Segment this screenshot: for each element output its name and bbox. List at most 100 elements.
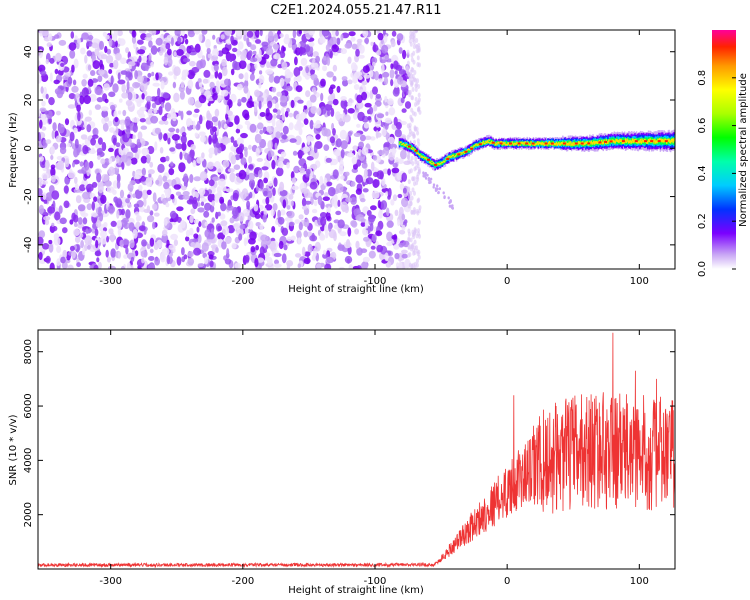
heatmap-noise-cell xyxy=(184,33,188,39)
heatmap-noise-cell xyxy=(116,209,120,219)
heatmap-noise-cell xyxy=(149,248,154,254)
heatmap-noise-cell xyxy=(85,183,94,192)
heatmap-signal-cell xyxy=(673,138,675,145)
heatmap-noise-cell xyxy=(401,108,407,113)
heatmap-noise-cell xyxy=(370,41,374,47)
heatmap-noise-cell xyxy=(121,161,125,170)
heatmap-noise-cell xyxy=(187,79,194,90)
heatmap-signal-cell xyxy=(416,151,418,154)
heatmap-noise-cell xyxy=(357,111,365,122)
heatmap-noise-cell xyxy=(184,69,189,77)
heatmap-noise-cell xyxy=(368,250,376,259)
heatmap-noise-cell xyxy=(45,93,49,100)
heatmap-noise-cell xyxy=(242,109,250,119)
heatmap-noise-cell xyxy=(303,105,308,110)
heatmap-signal-cell xyxy=(438,187,441,191)
heatmap-signal-cell xyxy=(504,142,506,144)
heatmap-signal-peak xyxy=(587,142,591,145)
heatmap-noise-cell xyxy=(63,185,69,194)
heatmap-signal-cell xyxy=(578,141,580,144)
heatmap-noise-cell xyxy=(238,233,243,241)
heatmap-noise-cell xyxy=(249,73,255,81)
heatmap-noise-cell xyxy=(282,199,287,209)
heatmap-noise-cell xyxy=(150,45,158,55)
heatmap-noise-cell xyxy=(86,50,93,57)
heatmap-noise-cell xyxy=(183,173,189,183)
heatmap-signal-peak xyxy=(414,149,418,152)
heatmap-noise-cell xyxy=(155,179,160,185)
heatmap-signal-cell xyxy=(656,137,658,144)
heatmap-noise-cell xyxy=(99,40,104,51)
heatmap-noise-cell xyxy=(139,106,147,112)
heatmap-noise-cell xyxy=(209,193,215,201)
heatmap-signal-cell xyxy=(410,148,413,150)
heatmap-signal-cell xyxy=(663,139,665,143)
heatmap-noise-cell xyxy=(225,188,234,193)
heatmap-noise-cell xyxy=(175,128,180,134)
heatmap-noise-cell xyxy=(209,260,214,268)
heatmap-y-tick-label: -20 xyxy=(23,188,34,204)
heatmap-noise-cell xyxy=(84,54,88,64)
heatmap-signal-cell xyxy=(422,156,424,158)
heatmap-signal-cell xyxy=(480,142,482,144)
heatmap-noise-cell xyxy=(47,206,56,214)
heatmap-noise-cell xyxy=(192,159,197,168)
heatmap-noise-cell xyxy=(294,135,302,146)
heatmap-noise-cell xyxy=(155,37,163,46)
heatmap-noise-cell xyxy=(202,78,209,84)
heatmap-noise-cell xyxy=(141,189,149,200)
heatmap-noise-cell xyxy=(50,175,56,183)
heatmap-noise-cell xyxy=(352,145,358,151)
heatmap-noise-cell xyxy=(360,221,366,227)
heatmap-noise-cell xyxy=(317,195,323,206)
heatmap-noise-cell xyxy=(186,120,191,127)
heatmap-signal-cell xyxy=(528,142,530,145)
heatmap-signal-cell xyxy=(648,139,650,143)
heatmap-signal-cell xyxy=(623,137,625,143)
heatmap-signal-cell xyxy=(475,144,478,147)
heatmap-noise-cell xyxy=(321,30,330,37)
heatmap-signal-cell xyxy=(402,143,404,147)
heatmap-noise-cell xyxy=(339,129,347,140)
heatmap-noise-cell xyxy=(340,99,348,109)
heatmap-noise-cell xyxy=(329,36,338,45)
heatmap-noise-cell xyxy=(152,221,156,230)
heatmap-noise-cell xyxy=(357,54,365,59)
heatmap-noise-cell xyxy=(208,164,214,170)
heatmap-noise-cell xyxy=(227,225,235,234)
heatmap-signal-cell xyxy=(670,140,672,144)
heatmap-noise-cell xyxy=(52,122,57,132)
heatmap-signal-cell xyxy=(458,150,460,155)
heatmap-noise-cell xyxy=(201,152,205,159)
heatmap-signal-cell xyxy=(660,139,662,145)
heatmap-signal-cell xyxy=(569,143,571,146)
heatmap-signal-cell xyxy=(524,141,527,143)
heatmap-noise-cell xyxy=(101,141,107,152)
heatmap-noise-cell xyxy=(305,66,310,74)
heatmap-signal-cell xyxy=(539,142,541,147)
heatmap-noise-cell xyxy=(309,119,314,130)
heatmap-signal-cell xyxy=(507,142,509,144)
heatmap-noise-cell xyxy=(372,154,378,161)
heatmap-noise-cell xyxy=(255,244,259,251)
heatmap-signal-cell xyxy=(422,174,425,178)
heatmap-noise-cell xyxy=(417,97,421,103)
heatmap-noise-cell xyxy=(319,233,326,241)
heatmap-noise-cell xyxy=(181,142,187,152)
heatmap-noise-cell xyxy=(246,100,254,109)
heatmap-signal-cell xyxy=(536,141,539,146)
heatmap-noise-cell xyxy=(193,30,201,35)
heatmap-noise-cell xyxy=(396,33,404,42)
heatmap-noise-cell xyxy=(84,116,92,122)
heatmap-noise-cell xyxy=(254,257,259,268)
heatmap-signal-cell xyxy=(622,141,624,144)
heatmap-noise-cell xyxy=(80,212,89,218)
heatmap-noise-cell xyxy=(108,38,113,48)
heatmap-noise-cell xyxy=(298,214,304,220)
heatmap-noise-cell xyxy=(173,92,180,103)
heatmap-noise-cell xyxy=(398,261,403,269)
heatmap-noise-cell xyxy=(137,39,144,45)
heatmap-signal-cell xyxy=(570,143,573,146)
heatmap-signal-cell xyxy=(463,151,465,153)
heatmap-signal-cell xyxy=(539,142,541,145)
